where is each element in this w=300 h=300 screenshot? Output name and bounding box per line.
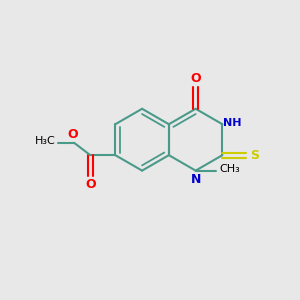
Text: H₃C: H₃C [35,136,56,146]
Text: NH: NH [223,118,241,128]
Text: S: S [250,149,259,162]
Text: O: O [85,178,96,191]
Text: O: O [190,72,201,85]
Text: CH₃: CH₃ [219,164,240,174]
Text: O: O [67,128,78,141]
Text: N: N [191,173,201,186]
